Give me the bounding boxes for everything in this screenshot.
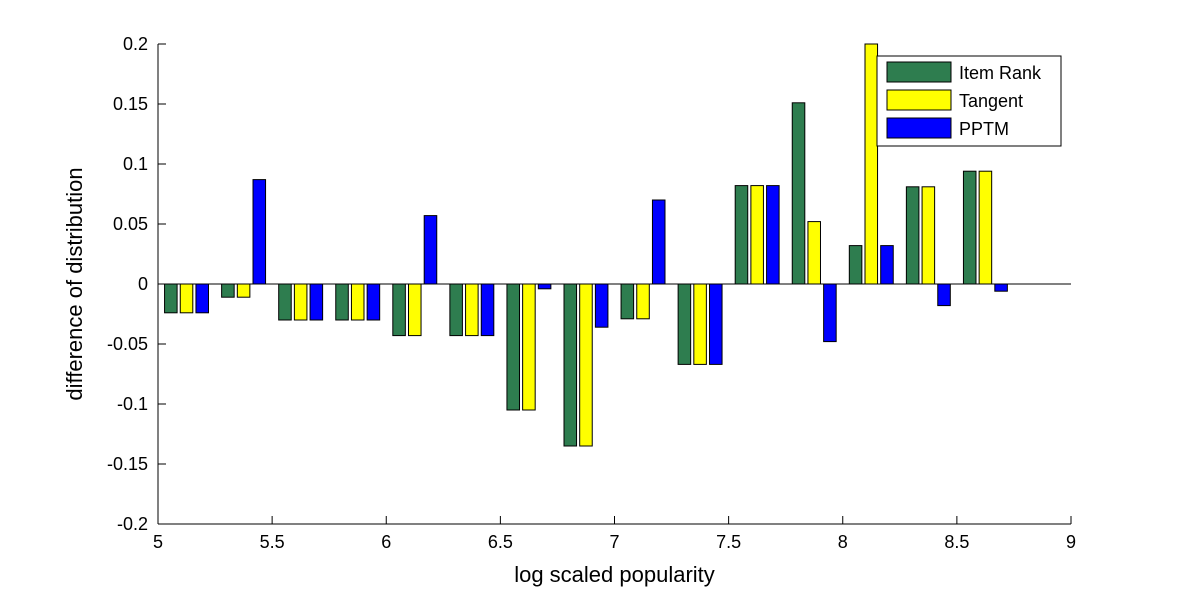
bar-tangent-2: [293, 283, 308, 321]
bar-item-rank-11: [791, 102, 806, 285]
legend-swatch-item-rank: [886, 61, 952, 83]
legend-label-item-rank: Item Rank: [959, 63, 1042, 83]
x-tick-label: 7: [609, 532, 619, 552]
bar-tangent-13: [921, 186, 936, 285]
bar-item-rank-10: [734, 185, 749, 285]
y-tick-label: 0.15: [113, 94, 148, 114]
legend-label-pptm: PPTM: [959, 119, 1009, 139]
bar-item-rank-8: [620, 283, 635, 320]
bar-tangent-9: [693, 283, 707, 365]
bar-tangent-8: [636, 283, 650, 320]
bar-tangent-6: [522, 283, 536, 411]
x-tick-label: 5: [153, 532, 163, 552]
y-tick-label: 0.05: [113, 214, 148, 234]
legend-label-tangent: Tangent: [959, 91, 1023, 111]
y-tick-label: 0.1: [123, 154, 148, 174]
x-tick-label: 9: [1066, 532, 1076, 552]
bar-item-rank-13: [905, 186, 920, 285]
x-tick-label: 8: [838, 532, 848, 552]
bar-pptm-11: [823, 283, 837, 343]
bar-pptm-0: [195, 283, 209, 314]
bar-pptm-10: [766, 185, 780, 285]
bar-pptm-5: [480, 283, 495, 337]
y-tick-label: 0.2: [123, 34, 148, 54]
bar-tangent-12: [864, 43, 879, 285]
bar-pptm-1: [252, 179, 267, 285]
bar-pptm-6: [537, 283, 552, 290]
bar-item-rank-12: [848, 245, 863, 285]
y-tick-label: 0: [138, 274, 148, 294]
bar-item-rank-0: [164, 283, 178, 314]
bar-series-group: [164, 43, 1008, 447]
bar-item-rank-14: [962, 170, 977, 285]
bar-tangent-14: [978, 170, 993, 285]
bar-pptm-7: [594, 283, 609, 328]
x-tick-label: 7.5: [716, 532, 741, 552]
bar-tangent-5: [465, 283, 479, 337]
legend-swatch-pptm: [886, 117, 952, 139]
bar-tangent-3: [350, 283, 365, 321]
x-tick-label: 5.5: [260, 532, 285, 552]
bar-tangent-1: [236, 283, 251, 298]
bar-item-rank-1: [221, 283, 235, 298]
bar-pptm-13: [937, 283, 951, 307]
bar-pptm-4: [423, 215, 438, 285]
bar-pptm-8: [651, 199, 666, 285]
x-tick-label: 8.5: [944, 532, 969, 552]
legend: Item Rank Tangent PPTM: [876, 55, 1062, 147]
y-axis-ticks: -0.2 -0.15 -0.1 -0.05 0 0.05 0.1 0.15 0.2: [107, 34, 166, 534]
bar-item-rank-7: [563, 283, 578, 447]
y-tick-label: -0.05: [107, 334, 148, 354]
bar-pptm-12: [880, 245, 894, 285]
bar-item-rank-4: [392, 283, 406, 337]
bar-item-rank-6: [506, 283, 520, 411]
legend-swatch-tangent: [886, 89, 952, 111]
x-tick-label: 6.5: [488, 532, 513, 552]
x-axis-label: log scaled popularity: [514, 562, 715, 587]
bar-pptm-3: [366, 283, 381, 321]
bar-pptm-14: [994, 283, 1008, 292]
bar-item-rank-9: [677, 283, 692, 365]
bar-tangent-7: [579, 283, 593, 447]
bar-item-rank-5: [449, 283, 463, 337]
bar-tangent-11: [807, 221, 821, 285]
x-tick-label: 6: [381, 532, 391, 552]
bar-pptm-9: [709, 283, 723, 365]
bar-item-rank-3: [335, 283, 349, 321]
y-tick-label: -0.15: [107, 454, 148, 474]
y-tick-label: -0.1: [117, 394, 148, 414]
bar-tangent-4: [408, 283, 422, 337]
x-axis-ticks: 5 5.5 6 6.5 7 7.5 8 8.5 9: [153, 516, 1076, 552]
bar-tangent-0: [179, 283, 194, 314]
bar-pptm-2: [309, 283, 324, 321]
bar-item-rank-2: [278, 283, 292, 321]
bar-tangent-10: [750, 185, 764, 285]
y-tick-label: -0.2: [117, 514, 148, 534]
y-axis-label: difference of distribution: [62, 167, 87, 400]
